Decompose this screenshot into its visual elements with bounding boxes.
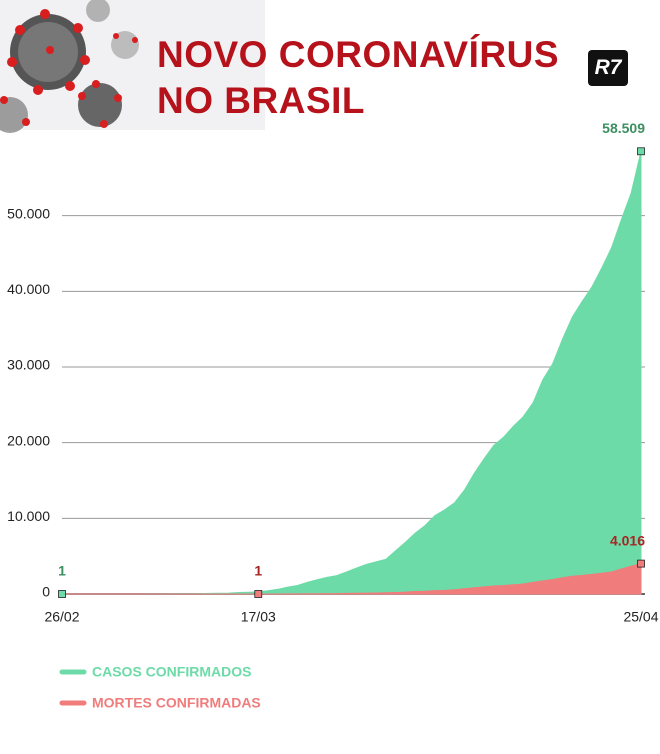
data-label: 4.016 [610,532,645,548]
x-tick-label: 26/02 [44,609,79,625]
y-tick-label: 0 [42,584,50,600]
point-marker [637,559,645,568]
y-tick-label: 20.000 [7,432,50,448]
point-marker [58,590,66,598]
x-tick-label: 17/03 [241,609,276,625]
legend-label: CASOS CONFIRMADOS [92,664,251,680]
data-label: 1 [254,563,262,579]
y-tick-label: 30.000 [7,357,50,373]
y-tick-label: 10.000 [7,508,50,524]
y-tick-label: 40.000 [7,281,50,297]
point-marker [254,590,263,598]
point-marker [637,147,645,156]
data-label: 1 [58,563,66,579]
area [62,562,642,595]
x-tick-label: 25/04 [623,609,658,625]
data-label: 58.509 [602,120,645,136]
y-tick-label: 50.000 [7,205,50,221]
logo: R7 [588,50,628,86]
title: NOVO CORONAVÍRUS NO BRASIL [157,34,560,121]
area [61,151,642,595]
virus-decoration [0,0,265,133]
legend-label: MORTES CONFIRMADAS [92,695,261,711]
